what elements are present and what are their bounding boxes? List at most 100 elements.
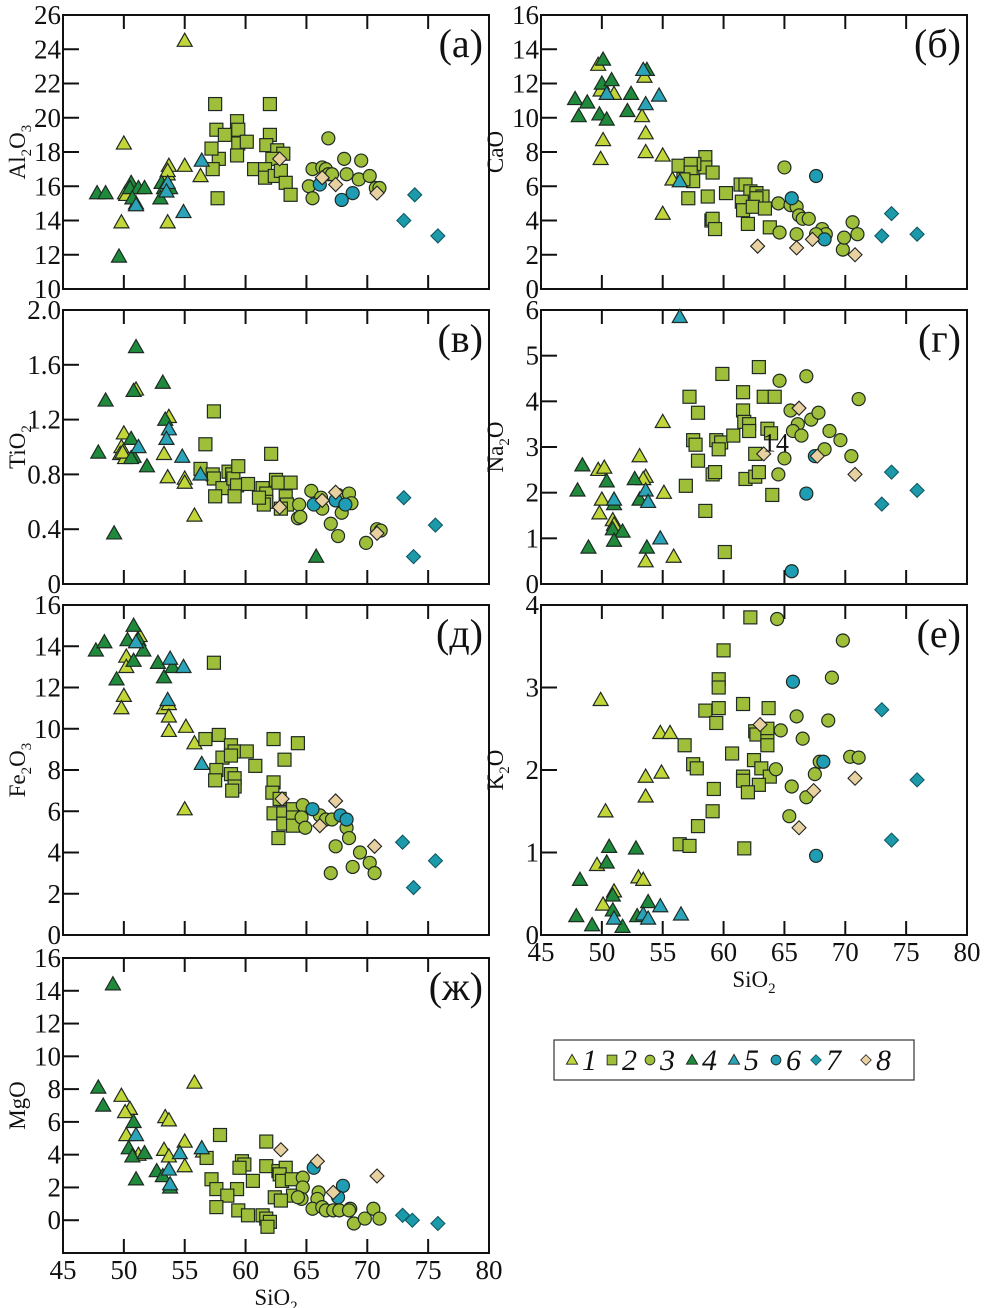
legend-label: 5: [744, 1044, 759, 1077]
y-axis-label: Fe2O3: [5, 743, 35, 798]
y-tick-label: 0.4: [27, 514, 61, 544]
data-point-group-5: [193, 755, 211, 771]
y-tick-label: 0: [48, 1205, 62, 1235]
data-point-group-3: [807, 767, 822, 782]
data-point-group-6: [808, 168, 824, 184]
data-point-group-1: [185, 734, 203, 750]
data-point-group-5: [193, 1139, 211, 1155]
data-point-group-3: [851, 750, 866, 765]
legend-marker-triangle-icon: [727, 1053, 741, 1065]
y-tick-label: 2: [526, 755, 540, 785]
data-point-group-8: [274, 791, 290, 807]
annotation: 14: [763, 429, 789, 458]
data-point-group-5: [157, 182, 175, 198]
data-point-group-1: [631, 447, 649, 463]
data-point-group-5: [161, 1175, 179, 1191]
data-point-group-1: [655, 483, 673, 499]
data-point-group-2: [745, 199, 760, 214]
y-tick-label: 18: [34, 137, 61, 167]
data-point-group-4: [567, 907, 585, 923]
data-point-group-3: [367, 866, 382, 881]
data-point-group-8: [314, 169, 331, 186]
data-point-group-5: [637, 481, 655, 497]
data-point-group-2: [682, 838, 697, 854]
data-point-group-4: [125, 1113, 143, 1129]
markers: [89, 975, 446, 1234]
data-point-group-5: [173, 447, 191, 463]
data-point-group-2: [689, 761, 704, 776]
data-point-group-2: [705, 165, 720, 180]
data-point-group-3: [773, 723, 788, 738]
legend-label: 6: [786, 1044, 801, 1077]
data-point-group-3: [833, 433, 848, 448]
data-point-group-8: [788, 240, 805, 256]
y-tick-label: 24: [34, 34, 62, 64]
data-point-group-3: [784, 779, 799, 794]
y-tick-label: 1: [526, 523, 540, 553]
data-point-group-6: [338, 497, 353, 512]
x-tick-label: 75: [893, 937, 920, 967]
data-point-group-5: [193, 151, 211, 167]
data-point-group-1: [176, 800, 194, 816]
y-tick-label: 20: [34, 103, 61, 133]
data-point-group-2: [206, 404, 222, 419]
data-point-group-4: [125, 616, 143, 632]
data-point-group-2: [239, 134, 254, 149]
data-point-group-2: [761, 701, 776, 716]
data-point-group-1: [592, 150, 610, 166]
data-point-group-1: [637, 143, 655, 159]
data-point-group-2: [698, 703, 713, 718]
data-point-group-3: [795, 731, 810, 746]
data-point-group-5: [157, 430, 175, 446]
data-point-group-4: [571, 871, 589, 886]
data-point-group-1: [637, 787, 655, 803]
y-tick-label: 0: [526, 920, 540, 950]
y-tick-label: 3: [526, 673, 540, 703]
data-point-group-2: [277, 752, 292, 767]
panel-label: (a): [439, 21, 483, 66]
data-point-group-7: [396, 489, 412, 506]
data-point-group-3: [811, 405, 826, 420]
data-point-group-7: [406, 187, 423, 203]
data-point-group-3: [352, 845, 368, 860]
data-point-group-2: [715, 366, 730, 382]
data-point-group-1: [155, 445, 173, 461]
data-point-group-8: [791, 819, 807, 836]
y-tick-label: 1.6: [27, 350, 61, 380]
data-point-group-8: [271, 499, 288, 516]
data-point-group-2: [220, 1188, 235, 1203]
y-tick-label: 4: [526, 206, 540, 236]
data-point-group-8: [327, 793, 344, 809]
data-point-group-7: [404, 1212, 421, 1228]
legend-marker-diamond-icon: [810, 1054, 822, 1066]
data-point-group-2: [260, 1219, 275, 1234]
y-tick-label: 1: [526, 838, 540, 868]
data-point-group-4: [307, 547, 325, 563]
data-point-group-4: [89, 443, 107, 459]
data-point-group-1: [176, 1132, 194, 1148]
data-point-group-8: [271, 151, 288, 167]
data-point-group-5: [651, 529, 669, 545]
y-tick-label: 8: [48, 755, 62, 785]
data-point-group-4: [622, 85, 640, 101]
data-point-group-3: [801, 211, 816, 226]
data-point-group-6: [799, 486, 814, 501]
data-point-group-6: [784, 191, 799, 206]
data-point-group-2: [248, 758, 263, 773]
data-point-group-4: [618, 102, 636, 118]
data-point-group-3: [339, 167, 354, 182]
x-axis-label: SiO2: [732, 967, 775, 997]
y-tick-label: 16: [34, 171, 61, 201]
data-point-group-2: [740, 216, 756, 232]
legend-marker-triangle-icon: [565, 1053, 579, 1065]
y-tick-label: 8: [48, 1074, 62, 1104]
data-point-group-1: [176, 1157, 194, 1173]
x-tick-label: 80: [954, 937, 981, 967]
data-point-group-1: [116, 1103, 134, 1119]
data-point-group-3: [362, 168, 377, 184]
y-tick-label: 12: [34, 1009, 61, 1039]
data-point-group-1: [176, 31, 194, 47]
data-point-group-1: [176, 156, 194, 172]
data-point-group-7: [909, 226, 925, 242]
